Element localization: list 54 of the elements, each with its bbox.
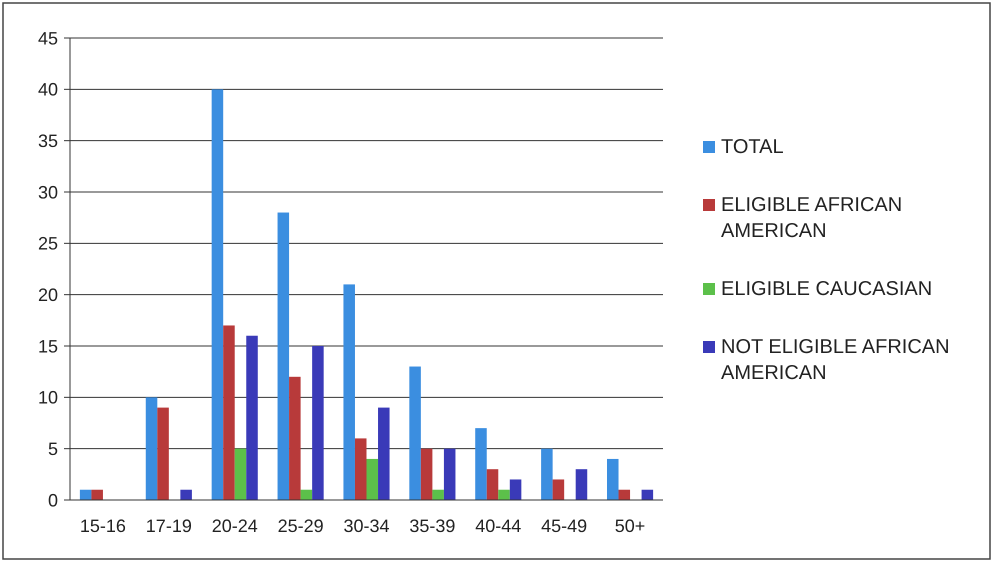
x-tick-label: 17-19 xyxy=(146,516,192,536)
x-tick-label: 30-34 xyxy=(343,516,390,536)
bar xyxy=(409,366,421,500)
bar xyxy=(157,408,169,500)
bar xyxy=(300,490,312,500)
bar xyxy=(146,397,158,500)
bar xyxy=(618,490,630,500)
bar xyxy=(498,490,510,500)
bar xyxy=(212,89,224,500)
bar xyxy=(80,490,92,500)
y-tick-label: 45 xyxy=(38,28,58,48)
x-tick-label: 15-16 xyxy=(80,516,126,536)
y-tick-label: 30 xyxy=(38,182,58,202)
y-tick-label: 10 xyxy=(38,388,58,408)
y-tick-label: 5 xyxy=(48,438,58,459)
bar xyxy=(552,479,564,500)
legend-label: ELIGIBLE CAUCASIAN xyxy=(721,278,932,300)
bar xyxy=(486,469,498,500)
y-tick-label: 40 xyxy=(38,80,58,100)
bar xyxy=(234,448,246,500)
legend-label: NOT ELIGIBLE AFRICAN AMERICAN xyxy=(721,336,950,384)
bar xyxy=(180,490,192,500)
y-tick-label: 25 xyxy=(38,234,58,254)
bar xyxy=(420,448,432,500)
bar xyxy=(223,325,235,500)
bar xyxy=(312,346,324,500)
bar xyxy=(510,479,522,500)
y-tick-label: 15 xyxy=(38,336,58,356)
bar xyxy=(343,284,355,500)
bar xyxy=(289,376,301,500)
x-tick-label: 40-44 xyxy=(475,516,522,536)
x-tick-label: 35-39 xyxy=(409,516,456,536)
bar xyxy=(354,438,366,500)
x-tick-label: 50+ xyxy=(614,516,646,536)
bar xyxy=(541,448,553,500)
legend-label: TOTAL xyxy=(721,136,784,158)
y-tick-label: 35 xyxy=(38,130,58,151)
bar xyxy=(278,212,290,500)
y-tick-label: 0 xyxy=(48,490,58,510)
x-tick-label: 45-49 xyxy=(541,516,588,536)
legend-label: ELIGIBLE AFRICAN AMERICAN xyxy=(721,194,902,242)
x-tick-label: 20-24 xyxy=(212,516,258,536)
bar xyxy=(444,448,456,500)
bar xyxy=(378,408,390,500)
bar xyxy=(366,458,378,500)
bar xyxy=(91,490,103,500)
y-tick-label: 20 xyxy=(38,284,58,305)
x-tick-label: 25-29 xyxy=(278,516,324,536)
bar xyxy=(475,428,487,500)
bar xyxy=(246,336,258,500)
bar xyxy=(606,458,619,500)
bar xyxy=(642,490,654,500)
bar xyxy=(576,469,588,500)
bar xyxy=(432,490,444,500)
